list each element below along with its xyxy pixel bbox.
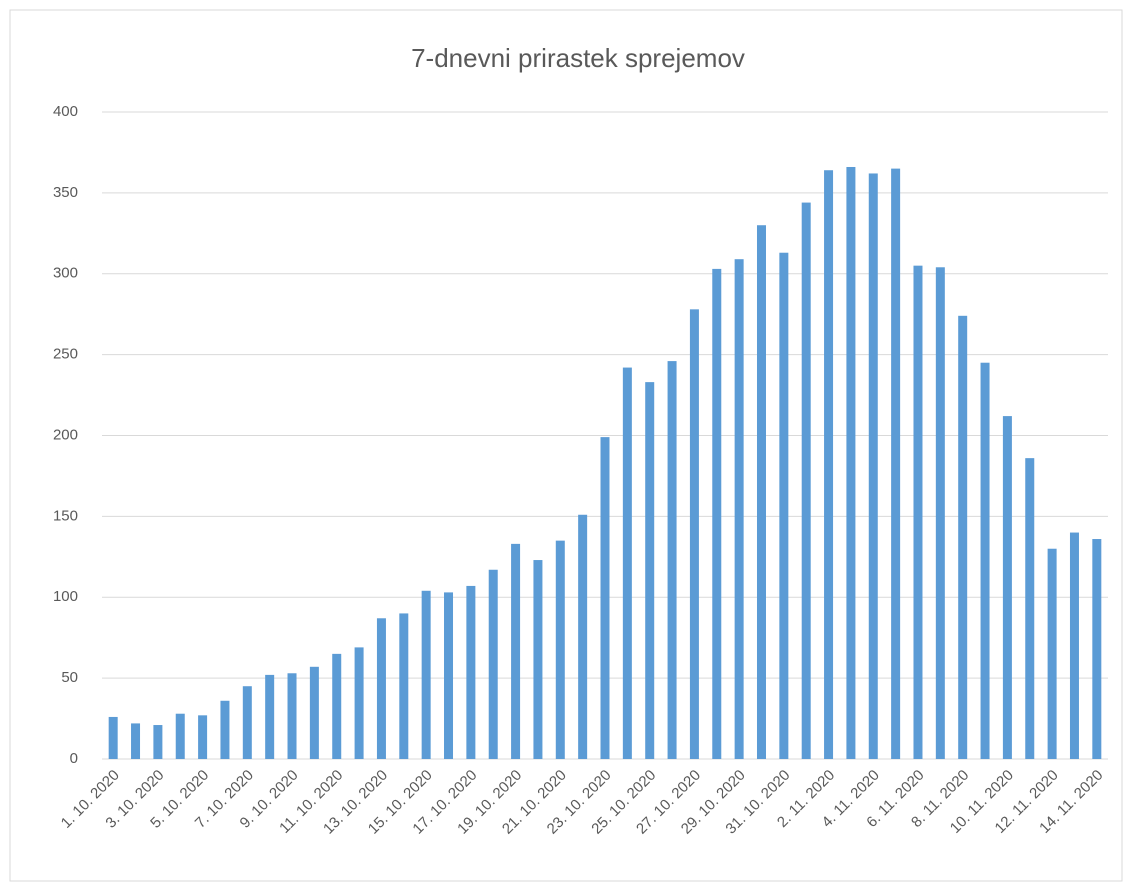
bar: [980, 362, 990, 759]
bar: [1025, 458, 1035, 759]
bar: [689, 309, 699, 759]
bar: [1092, 539, 1102, 759]
bar: [622, 367, 632, 759]
bar: [265, 674, 275, 759]
bar: [421, 590, 431, 759]
bar: [309, 666, 319, 759]
bar: [1069, 532, 1079, 759]
bar: [131, 723, 141, 759]
bar: [712, 268, 722, 759]
bar: [801, 202, 811, 759]
bar: [578, 514, 588, 759]
bar: [332, 653, 342, 759]
bar: [868, 173, 878, 760]
bar: [667, 361, 677, 759]
bar: [958, 315, 968, 759]
bar: [466, 585, 476, 759]
bar: [220, 700, 230, 759]
bar: [175, 713, 185, 759]
y-tick-label: 200: [53, 426, 78, 443]
bar: [645, 382, 655, 759]
y-tick-label: 300: [53, 265, 78, 282]
bar: [824, 170, 834, 760]
y-tick-label: 250: [53, 346, 78, 363]
bar: [779, 252, 789, 759]
bar: [198, 715, 208, 759]
bar: [935, 267, 945, 759]
bar: [555, 540, 565, 759]
y-tick-label: 0: [70, 750, 78, 767]
bar: [846, 166, 856, 759]
chart-title: 7-dnevni prirastek sprejemov: [411, 43, 745, 73]
bar: [287, 673, 297, 759]
y-tick-label: 50: [61, 669, 78, 686]
bar: [756, 225, 766, 760]
bar: [533, 560, 543, 759]
y-tick-label: 350: [53, 184, 78, 201]
bar: [600, 437, 610, 759]
bar: [444, 592, 454, 759]
bar: [511, 543, 521, 759]
bar: [1002, 416, 1012, 759]
bar: [891, 168, 901, 760]
bar: [242, 686, 252, 759]
bar: [153, 725, 163, 759]
y-tick-label: 150: [53, 507, 78, 524]
bar: [913, 265, 923, 759]
bar: [108, 716, 118, 759]
bar: [1047, 548, 1057, 759]
bar: [734, 259, 744, 759]
bar: [488, 569, 498, 759]
bar: [354, 647, 364, 759]
bar: [376, 618, 386, 759]
y-tick-label: 400: [53, 103, 78, 120]
bar: [399, 613, 409, 759]
y-tick-label: 100: [53, 588, 78, 605]
